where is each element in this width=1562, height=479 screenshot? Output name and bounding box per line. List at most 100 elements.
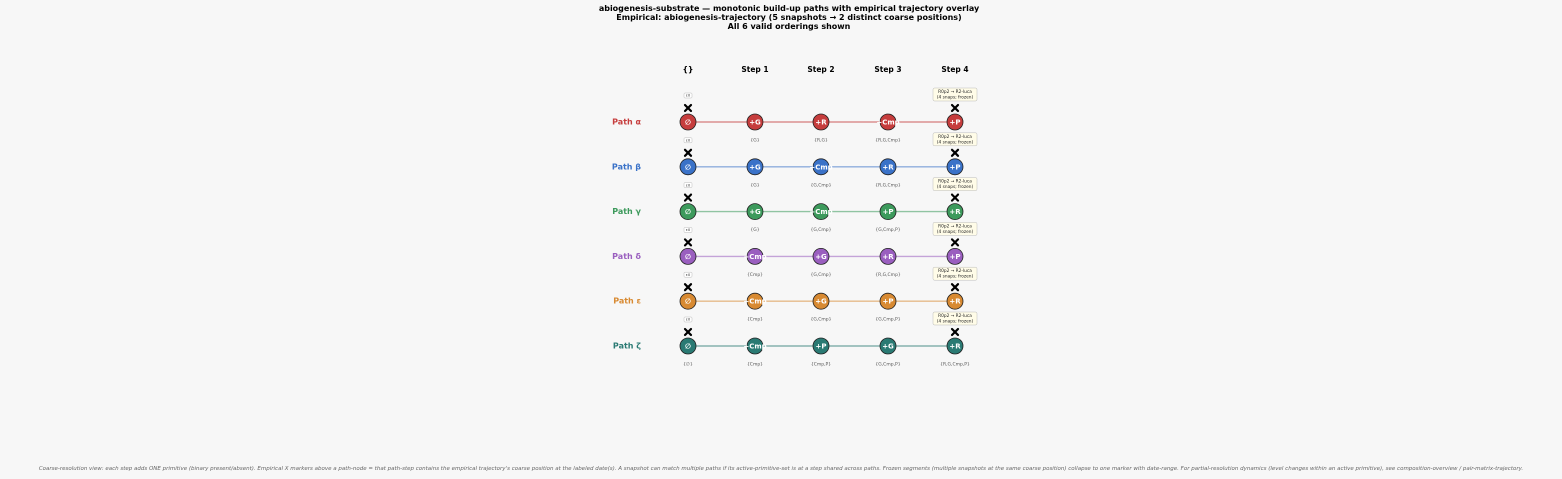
set-label-alpha-1: {G} [750, 138, 759, 144]
set-label-beta-1: {G} [750, 182, 759, 188]
node-label-delta-4: +P [950, 253, 961, 261]
column-header-4: Step 4 [941, 65, 968, 74]
end-marker-label2-epsilon: (4 snaps; frozen) [937, 274, 974, 280]
node-label-beta-1: +G [749, 163, 761, 171]
node-label-gamma-3: +P [883, 208, 894, 216]
start-marker-box-delta [683, 227, 693, 233]
set-label-delta-2: {G,Cmp} [810, 272, 831, 278]
node-alpha-4 [946, 113, 964, 131]
end-marker-label2-delta: (4 snaps; frozen) [937, 229, 974, 235]
start-marker-box-alpha [683, 92, 693, 99]
empirical-x-marker-end-alpha [950, 103, 960, 113]
start-marker-label-zeta: ε0 [686, 317, 691, 322]
node-beta-3 [879, 158, 897, 176]
node-label-beta-4: +P [950, 163, 961, 171]
end-marker-label2-zeta: (4 snaps; frozen) [937, 319, 974, 325]
end-marker-label1-epsilon: R0p2 → R2-luca [938, 268, 972, 274]
set-label-epsilon-3: {G,Cmp,P} [875, 317, 900, 323]
node-label-beta-3: +R [882, 163, 894, 171]
node-label-delta-0: ∅ [685, 253, 691, 261]
end-marker-box-delta [932, 222, 978, 236]
empirical-x-marker-end-delta [950, 238, 960, 247]
column-header-2: Step 2 [807, 65, 834, 74]
empirical-x-marker-start-zeta [683, 327, 693, 337]
node-epsilon-0 [679, 292, 697, 310]
node-alpha-0 [679, 113, 697, 131]
node-beta-0 [679, 158, 697, 176]
column-header-0: {} [683, 65, 694, 74]
node-label-beta-2: +Cmp [809, 163, 832, 171]
set-label-beta-3: {R,G,Cmp} [875, 182, 901, 188]
node-zeta-1 [746, 337, 764, 355]
start-marker-label-alpha: ε0 [686, 93, 691, 98]
title-line-3: All 6 valid orderings shown [727, 22, 851, 31]
set-label-delta-3: {R,G,Cmp} [875, 272, 901, 278]
node-gamma-3 [879, 203, 897, 221]
start-marker-box-zeta [683, 316, 693, 323]
start-marker-box-gamma [683, 182, 693, 188]
node-beta-1 [746, 158, 764, 176]
node-gamma-4 [946, 203, 964, 221]
path-label-beta: Path β [612, 162, 641, 171]
set-label-beta-2: {G,Cmp} [810, 182, 831, 188]
node-label-zeta-2: +P [816, 343, 827, 351]
node-delta-1 [746, 247, 764, 265]
end-marker-label2-alpha: (4 snaps; frozen) [937, 95, 974, 101]
node-label-alpha-4: +P [950, 119, 961, 127]
end-marker-box-zeta [932, 311, 978, 326]
node-label-alpha-1: +G [749, 119, 761, 127]
set-label-epsilon-1: {Cmp} [747, 317, 763, 323]
set-label-gamma-2: {G,Cmp} [810, 227, 831, 233]
node-label-gamma-4: +R [949, 208, 961, 216]
set-label-gamma-1: {G} [750, 227, 759, 233]
empirical-x-marker-start-epsilon [683, 283, 693, 292]
node-label-epsilon-3: +P [883, 298, 894, 306]
figure-title: abiogenesis-substrate — monotonic build-… [0, 4, 1562, 31]
start-marker-label-gamma: ε0 [686, 182, 691, 187]
node-zeta-0 [679, 337, 697, 355]
node-delta-0 [679, 247, 697, 265]
set-label-gamma-3: {G,Cmp,P} [875, 227, 900, 233]
set-label-zeta-1: {Cmp} [747, 362, 763, 368]
start-marker-label-beta: ε0 [686, 138, 691, 143]
end-marker-label1-gamma: R0p2 → R2-luca [938, 179, 972, 185]
node-gamma-1 [746, 203, 764, 221]
end-marker-label1-alpha: R0p2 → R2-luca [938, 89, 972, 95]
node-label-delta-3: +R [882, 253, 894, 261]
node-label-zeta-4: +R [949, 343, 961, 351]
path-label-epsilon: Path ε [613, 297, 641, 306]
node-beta-4 [946, 158, 964, 176]
node-epsilon-2 [812, 292, 830, 310]
path-label-delta: Path δ [612, 252, 641, 261]
node-label-delta-2: +G [815, 253, 827, 261]
path-label-zeta: Path ζ [613, 342, 641, 351]
end-marker-label1-zeta: R0p2 → R2-luca [938, 313, 972, 319]
node-alpha-2 [812, 113, 830, 131]
node-label-zeta-3: +G [882, 343, 894, 351]
empirical-x-marker-start-gamma [683, 193, 693, 202]
start-marker-label-delta: ε0 [686, 227, 691, 232]
start-marker-box-beta [683, 137, 693, 144]
node-label-epsilon-1: +Cmp [743, 298, 766, 306]
set-label-zeta-2: {Cmp,P} [811, 362, 831, 368]
column-header-1: Step 1 [741, 65, 768, 74]
node-label-beta-0: ∅ [685, 163, 691, 171]
end-marker-label2-beta: (4 snaps; frozen) [937, 139, 974, 145]
figure-caption: Coarse-resolution view: each step adds O… [38, 466, 1524, 472]
node-zeta-3 [879, 337, 897, 355]
set-label-epsilon-2: {G,Cmp} [810, 317, 831, 323]
node-alpha-1 [746, 113, 764, 131]
path-label-alpha: Path α [612, 118, 641, 127]
start-marker-box-epsilon [683, 271, 693, 278]
path-label-gamma: Path γ [612, 207, 641, 216]
node-delta-4 [946, 247, 964, 265]
end-marker-box-alpha [932, 87, 978, 102]
node-label-gamma-1: +G [749, 208, 761, 216]
node-label-alpha-2: +R [815, 119, 827, 127]
set-label-alpha-3: {R,G,Cmp} [875, 138, 901, 144]
node-zeta-2 [812, 337, 830, 355]
node-label-zeta-1: +Cmp [743, 343, 766, 351]
set-label-zeta-4: {R,G,Cmp,P} [940, 362, 970, 368]
end-marker-label1-beta: R0p2 → R2-luca [938, 134, 972, 140]
